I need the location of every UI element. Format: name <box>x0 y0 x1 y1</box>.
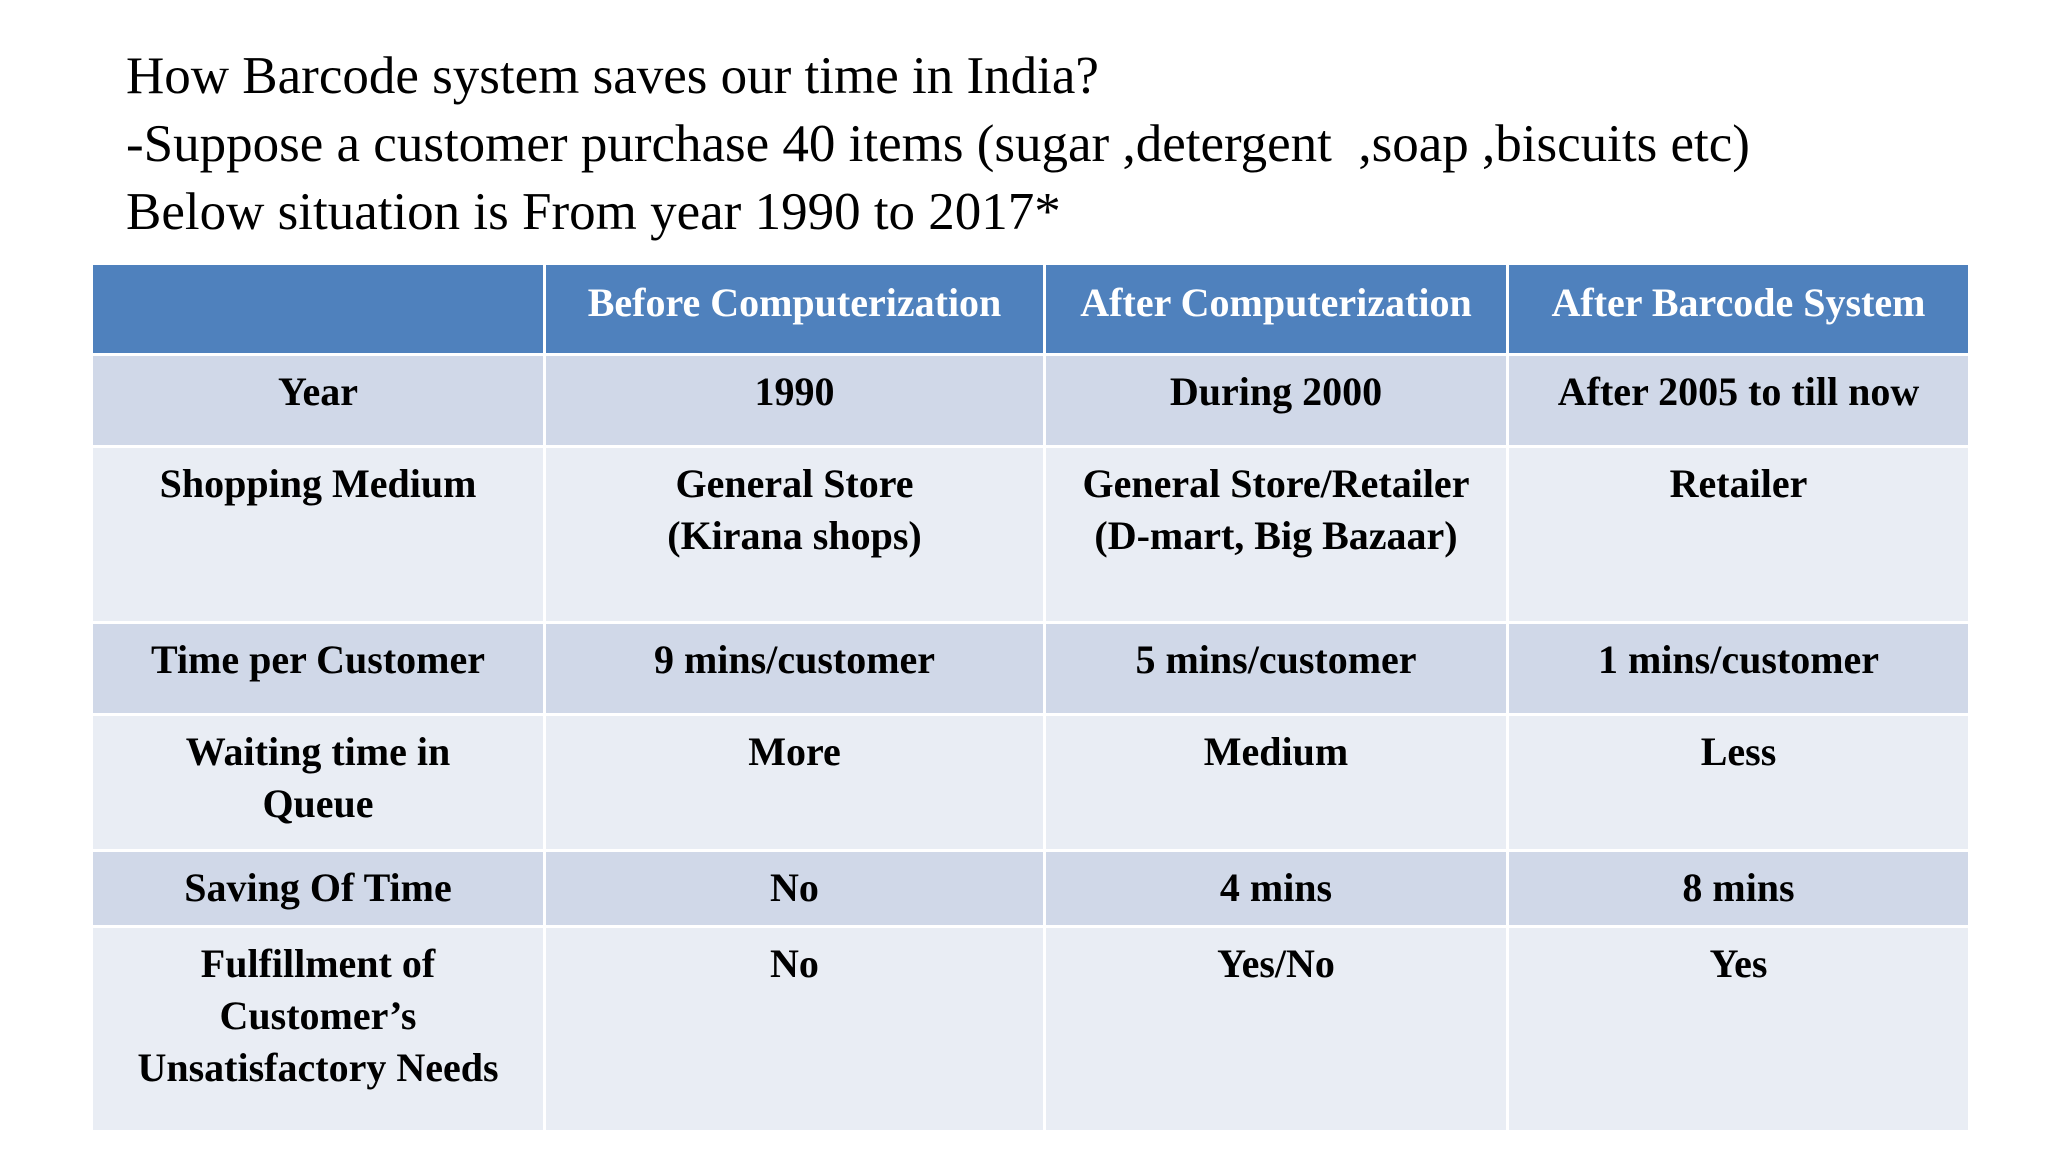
table-cell: 9 mins/customer <box>543 621 1046 716</box>
table-cell: General Store/Retailer (D-mart, Big Baza… <box>1043 445 1509 624</box>
table-header-row: Before Computerization After Computeriza… <box>90 262 1971 356</box>
slide-title: How Barcode system saves our time in Ind… <box>126 42 1986 246</box>
cell-text: 8 mins <box>1682 865 1795 910</box>
table-row: Saving Of Time No 4 mins 8 mins <box>90 849 1971 928</box>
cell-text: 1 mins/customer <box>1597 637 1880 682</box>
cell-text: During 2000 <box>1169 369 1383 414</box>
cell-text: Yes <box>1709 941 1768 986</box>
cell-text: General Store/Retailer (D-mart, Big Baza… <box>1082 461 1470 558</box>
cell-text: General Store (Kirana shops) <box>667 461 922 558</box>
cell-text: 9 mins/customer <box>653 637 936 682</box>
row-label-year: Year <box>90 353 546 448</box>
row-label-fulfillment: Fulfillment of Customer’s Unsatisfactory… <box>90 925 546 1133</box>
table-cell: After 2005 to till now <box>1506 353 1971 448</box>
row-label-shopping-medium: Shopping Medium <box>90 445 546 624</box>
table-row: Waiting time in Queue More Medium Less <box>90 713 1971 852</box>
table-cell: 4 mins <box>1043 849 1509 928</box>
header-cell-empty <box>90 262 546 356</box>
table-cell: General Store (Kirana shops) <box>543 445 1046 624</box>
cell-text: Medium <box>1203 729 1349 774</box>
table-cell: 1990 <box>543 353 1046 448</box>
header-cell-after-computerization: After Computerization <box>1043 262 1509 356</box>
cell-text: Time per Customer <box>150 637 486 682</box>
cell-text: Shopping Medium <box>159 461 477 506</box>
cell-text: Year <box>278 369 358 414</box>
table-row: Fulfillment of Customer’s Unsatisfactory… <box>90 925 1971 1133</box>
row-label-time-per-customer: Time per Customer <box>90 621 546 716</box>
table-cell: Yes/No <box>1043 925 1509 1133</box>
cell-text: Less <box>1700 729 1777 774</box>
table-row: Time per Customer 9 mins/customer 5 mins… <box>90 621 1971 716</box>
cell-text: Fulfillment of Customer’s Unsatisfactory… <box>137 941 499 1090</box>
header-cell-after-barcode-system: After Barcode System <box>1506 262 1971 356</box>
cell-text: 5 mins/customer <box>1135 637 1417 682</box>
table-row: Shopping Medium General Store (Kirana sh… <box>90 445 1971 624</box>
table-cell: Retailer <box>1506 445 1971 624</box>
title-line-2: -Suppose a customer purchase 40 items (s… <box>126 115 1750 173</box>
table-cell: No <box>543 925 1046 1133</box>
title-line-3: Below situation is From year 1990 to 201… <box>126 183 1061 241</box>
cell-text: Yes/No <box>1217 941 1335 986</box>
table-cell: No <box>543 849 1046 928</box>
cell-text: No <box>770 941 819 986</box>
cell-text: More <box>748 729 841 774</box>
cell-text: 1990 <box>754 369 835 414</box>
cell-text: 4 mins <box>1219 865 1333 910</box>
table-cell: 5 mins/customer <box>1043 621 1509 716</box>
cell-text: No <box>770 865 819 910</box>
cell-text: Saving Of Time <box>184 865 452 910</box>
table-row: Year 1990 During 2000 After 2005 to till… <box>90 353 1971 448</box>
table-cell: 1 mins/customer <box>1506 621 1971 716</box>
comparison-table: Before Computerization After Computeriza… <box>90 262 1971 1133</box>
row-label-waiting-time: Waiting time in Queue <box>90 713 546 852</box>
table-cell: Yes <box>1506 925 1971 1133</box>
cell-text: After 2005 to till now <box>1557 369 1920 414</box>
cell-text: Waiting time in Queue <box>185 729 451 826</box>
table-cell: 8 mins <box>1506 849 1971 928</box>
header-cell-before-computerization: Before Computerization <box>543 262 1046 356</box>
title-line-1: How Barcode system saves our time in Ind… <box>126 47 1099 105</box>
table-cell: More <box>543 713 1046 852</box>
cell-text: Retailer <box>1669 461 1808 506</box>
table-cell: Medium <box>1043 713 1509 852</box>
row-label-saving-of-time: Saving Of Time <box>90 849 546 928</box>
table-cell: Less <box>1506 713 1971 852</box>
table-cell: During 2000 <box>1043 353 1509 448</box>
